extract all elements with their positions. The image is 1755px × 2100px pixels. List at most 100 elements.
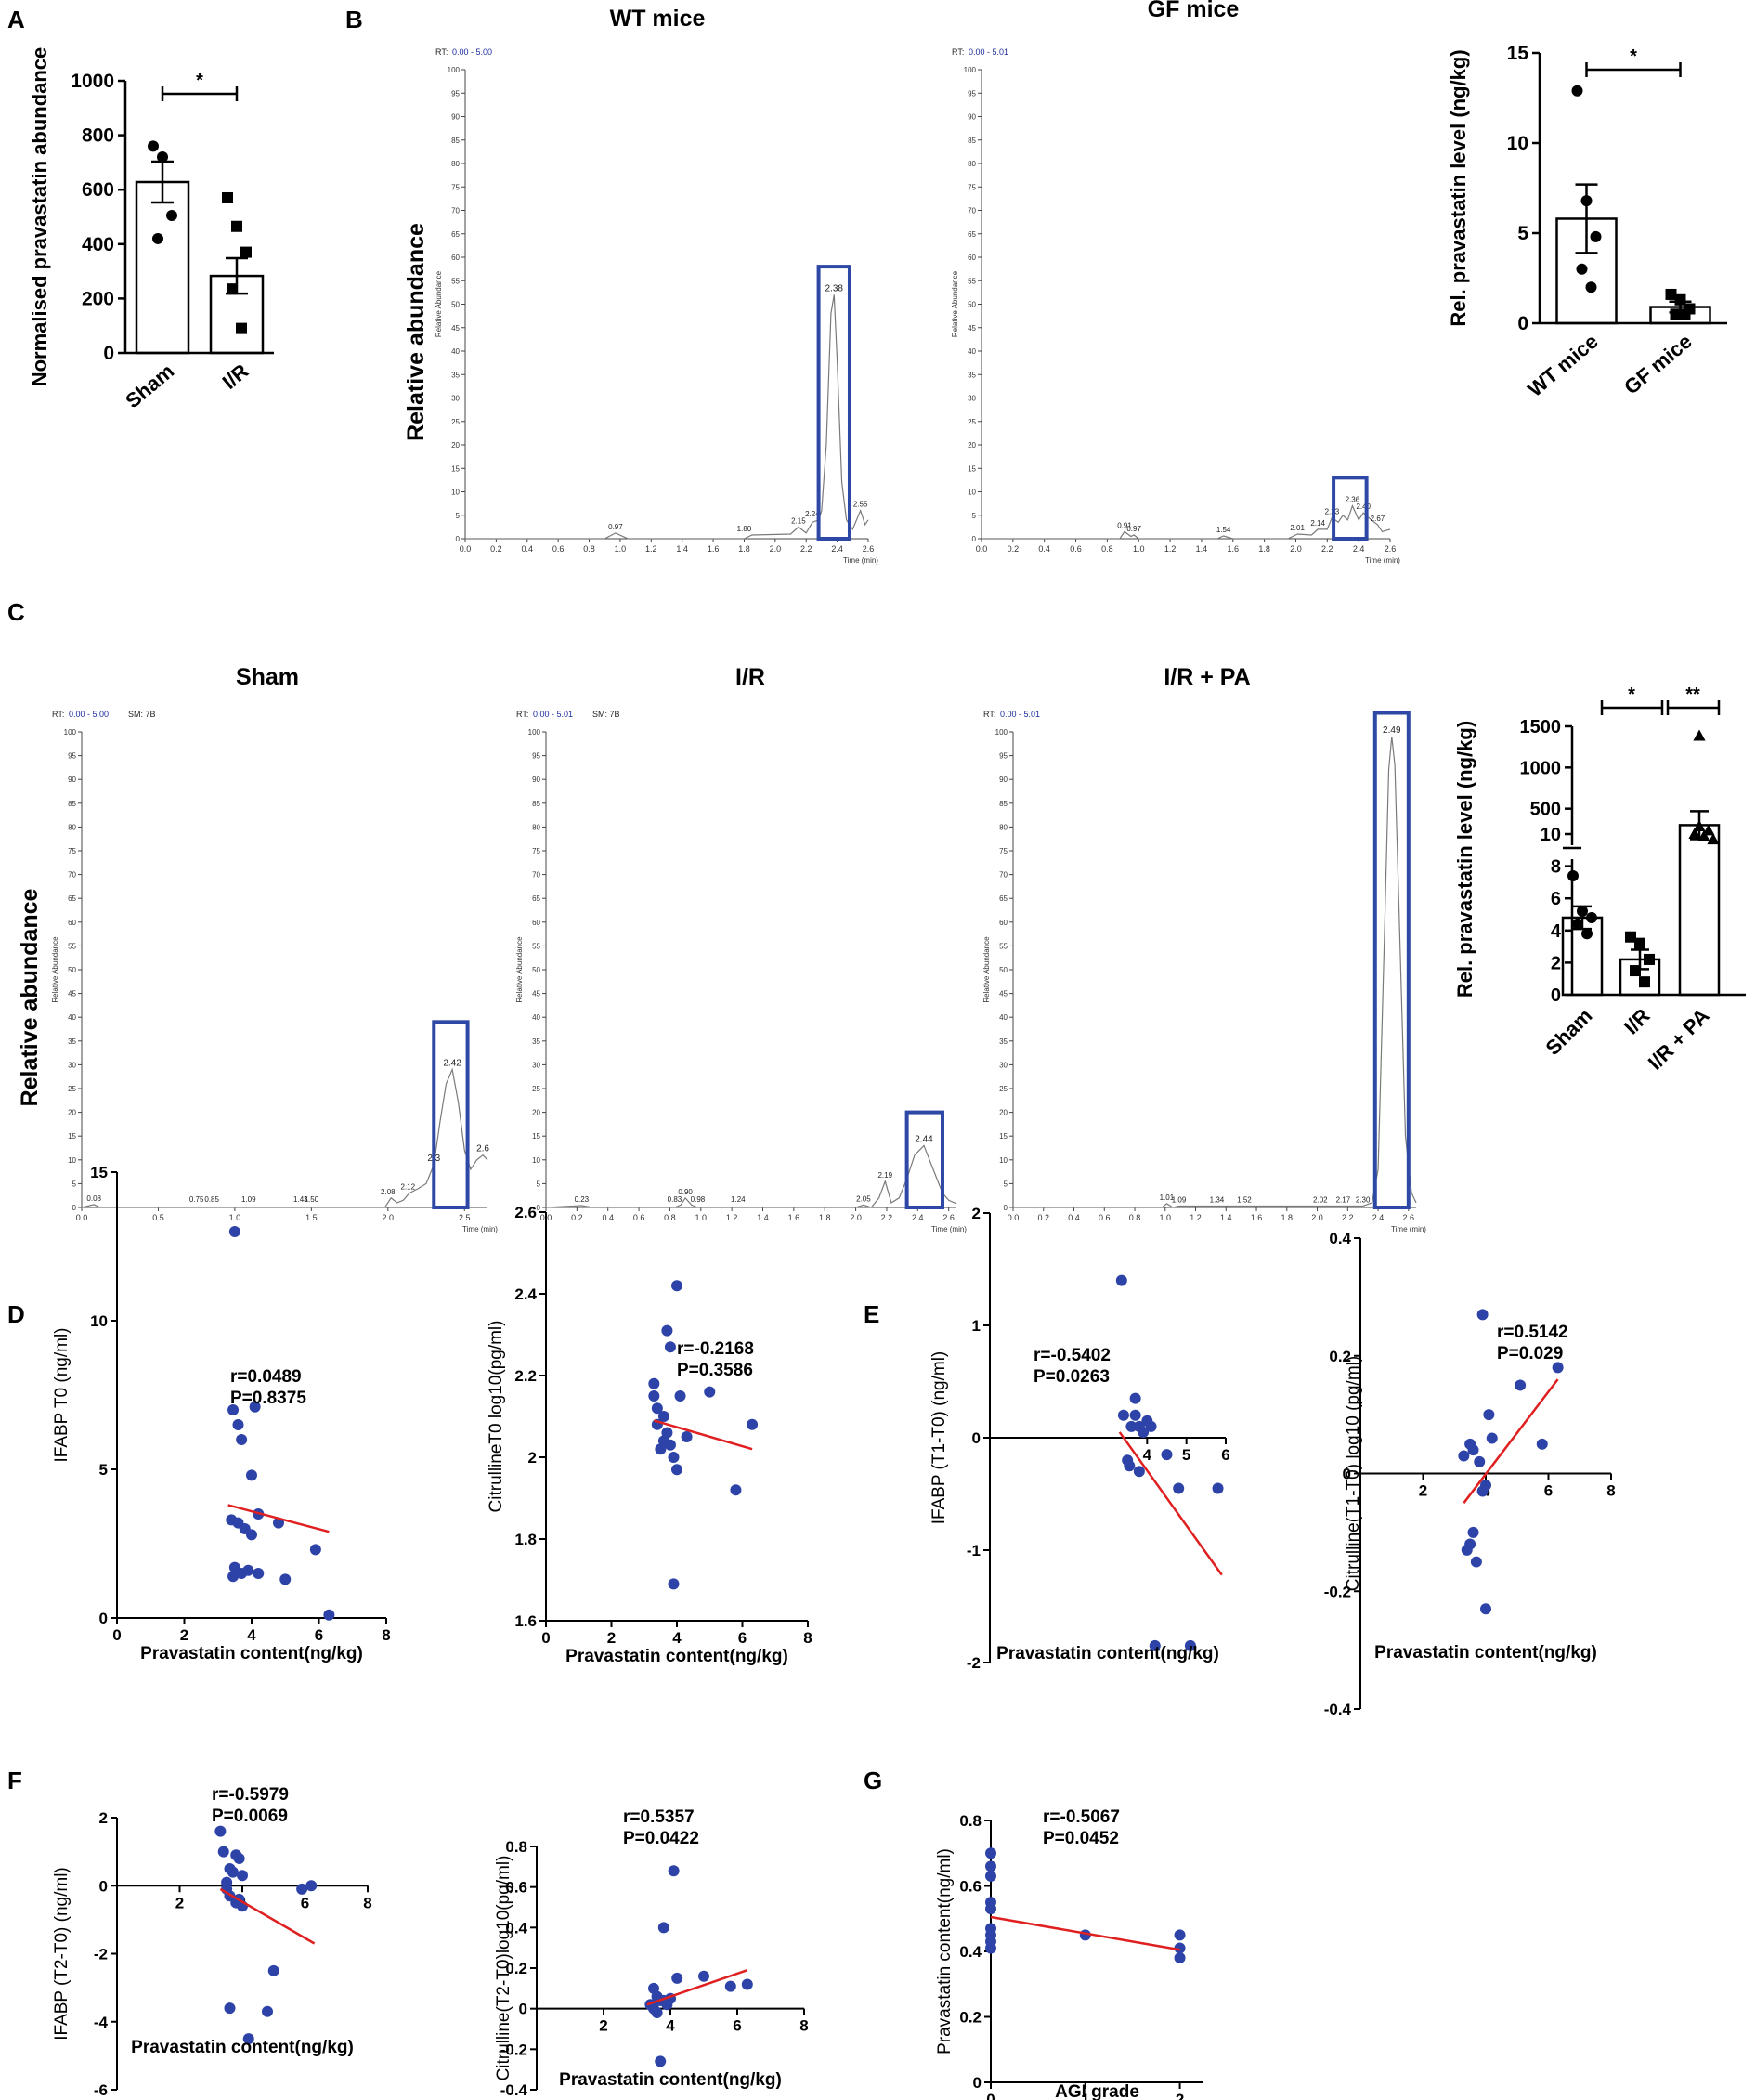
significance-label: * — [1630, 46, 1637, 67]
y-tick-label: 95 — [999, 752, 1008, 761]
peak-label: 1.54 — [1216, 526, 1231, 534]
y-tick-label: 55 — [999, 942, 1008, 950]
chart-c-ir-chromatogram: 0 5 10 15 20 25 30 35 40 45 50 55 60 65 70 75 80 85 90 95 10… — [515, 664, 967, 1233]
peak-label: 0.85 — [204, 1195, 219, 1204]
x-tick-label: 1.6 — [788, 1213, 800, 1222]
x-axis-title: Time (min) — [931, 1225, 967, 1233]
data-point — [253, 1568, 265, 1579]
y-tick-label: 5 — [1517, 223, 1528, 244]
data-point — [1174, 1952, 1186, 1964]
x-tick-label: 2.0 — [383, 1213, 395, 1222]
correlation-r: r=-0.5067 — [1043, 1807, 1120, 1827]
y-tick-label: 0.4 — [505, 1919, 527, 1937]
y-tick-label: 30 — [532, 1061, 540, 1069]
y-tick-label: 30 — [451, 395, 460, 403]
chart-b-gf-chromatogram: 0 5 10 15 20 25 30 35 40 45 50 55 60 65 70 75 80 85 90 95 10… — [951, 0, 1400, 565]
x-tick-label: 1.4 — [1196, 544, 1208, 554]
x-tick-label: 1.4 — [1220, 1213, 1232, 1222]
y-tick-label: 85 — [968, 137, 976, 145]
y-tick-label: 50 — [532, 966, 540, 974]
peak-label: 1.52 — [1237, 1195, 1252, 1204]
x-tick-label: 0.8 — [583, 544, 595, 554]
y-tick-label: 55 — [532, 942, 540, 950]
regression-line — [990, 1915, 1180, 1951]
x-tick-label: 8 — [363, 1894, 371, 1911]
peak-label: 2.67 — [1371, 515, 1385, 523]
chart-title: WT mice — [610, 6, 706, 32]
y-tick-label: 50 — [999, 966, 1008, 974]
peak-highlight-box — [1372, 711, 1410, 1209]
data-point — [1693, 729, 1706, 741]
data-point — [1536, 1438, 1548, 1450]
y-tick-label: 100 — [528, 728, 541, 737]
peak-label: 2.17 — [1336, 1195, 1351, 1204]
x-category-label: WT mice — [1523, 330, 1602, 401]
data-point — [157, 151, 168, 163]
y-tick-label: 10 — [999, 1156, 1008, 1165]
y-tick-label: 95 — [451, 89, 460, 98]
y-tick-label: 80 — [968, 160, 976, 168]
y-tick-label: 4 — [1551, 921, 1562, 942]
peak-label: 2.14 — [1310, 519, 1325, 528]
data-point — [1697, 829, 1710, 841]
y-tick-label: 0.4 — [1329, 1230, 1351, 1247]
data-point — [724, 1980, 736, 1992]
data-point — [1576, 263, 1588, 275]
y-tick-label: 200 — [82, 288, 114, 309]
x-tick-label: 0.4 — [522, 544, 534, 554]
y-tick-label: 25 — [968, 418, 976, 426]
y-axis-title: Relative Abundance — [982, 936, 991, 1003]
x-tick-label: 1.4 — [757, 1213, 769, 1222]
y-tick-label: 80 — [999, 823, 1008, 831]
data-point — [1590, 230, 1602, 242]
y-tick-label: 50 — [968, 301, 976, 309]
y-tick-label: 20 — [999, 1109, 1008, 1117]
chromatogram-trace — [465, 294, 869, 540]
y-tick-label: 15 — [968, 464, 976, 473]
y-tick-label: 1000 — [71, 71, 114, 92]
y-tick-label: 5 — [537, 1180, 541, 1188]
x-tick-label: 8 — [382, 1626, 390, 1644]
data-point — [1474, 1455, 1486, 1467]
x-tick-label: 1.0 — [615, 544, 627, 554]
correlation-p: P=0.0452 — [1043, 1829, 1119, 1848]
y-tick-label: 60 — [999, 919, 1008, 927]
data-point — [246, 1469, 257, 1481]
x-tick-label: 0.8 — [1101, 544, 1113, 554]
y-tick-label: 35 — [968, 371, 976, 379]
x-axis-title: Pravastatin content(ng/kg) — [996, 1644, 1219, 1663]
y-tick-label: 85 — [451, 137, 460, 145]
x-tick-label: 0.0 — [976, 544, 988, 554]
y-tick-label: 2.2 — [514, 1367, 537, 1385]
y-tick-label: 0 — [972, 535, 977, 543]
sm-label: SM: 7B — [592, 710, 620, 719]
y-tick-label: 65 — [532, 894, 540, 903]
data-point — [1580, 195, 1592, 207]
data-point — [217, 1846, 229, 1858]
x-tick-label: 1 — [1081, 2091, 1089, 2100]
data-point — [240, 246, 252, 258]
y-tick-label: -2 — [94, 1946, 108, 1963]
x-tick-label: 0.8 — [1129, 1213, 1141, 1222]
regression-line — [228, 1504, 330, 1533]
x-tick-label: 2.4 — [912, 1213, 924, 1222]
y-tick-label: 1.8 — [514, 1531, 537, 1548]
peak-label: 0.83 — [668, 1195, 682, 1204]
x-tick-label: 1.5 — [306, 1213, 318, 1222]
data-point — [668, 1452, 680, 1463]
peak-label: 1.09 — [1172, 1195, 1187, 1204]
chart-title: I/R — [735, 664, 765, 690]
x-tick-label: 2.6 — [863, 544, 875, 554]
y-tick-label: -0.2 — [1324, 1583, 1351, 1600]
data-point — [228, 1571, 240, 1583]
rt-label: RT: — [952, 47, 964, 57]
data-point — [228, 1404, 240, 1415]
correlation-r: r=-0.5402 — [1034, 1346, 1111, 1365]
y-tick-label: 0.6 — [959, 1878, 982, 1896]
y-tick-label: 40 — [532, 1013, 540, 1022]
y-tick-label: 20 — [451, 441, 460, 450]
data-point — [1124, 1460, 1136, 1472]
data-point — [668, 1578, 680, 1590]
y-tick-label: -1 — [967, 1542, 981, 1559]
x-tick-label: 5 — [1182, 1446, 1190, 1464]
